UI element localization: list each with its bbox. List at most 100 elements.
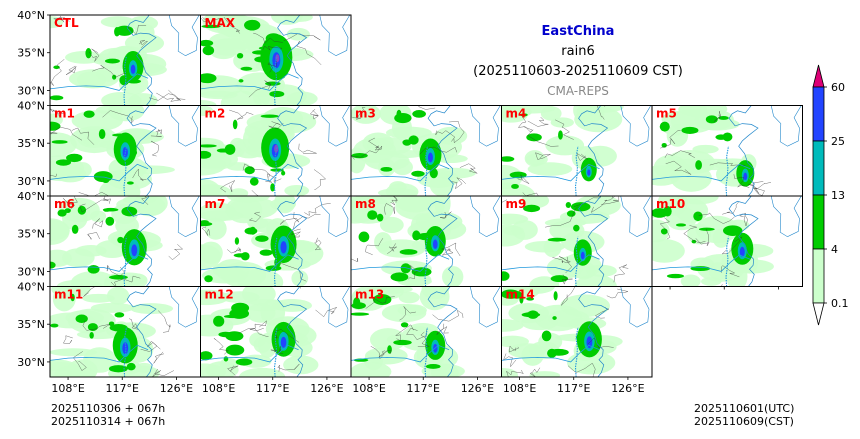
grand-canal: [123, 236, 128, 287]
lon-tick-label: 108°E: [202, 382, 235, 395]
rain-area-light: [419, 286, 450, 311]
rain-area-moderate: [411, 170, 425, 177]
rain-area-moderate: [565, 202, 572, 209]
member-label: m9: [506, 197, 527, 211]
korea-coastline: [469, 286, 501, 328]
province-border: [50, 126, 83, 141]
province-border: [265, 173, 282, 183]
lat-tick-label: 35°N: [17, 137, 45, 150]
rain-area-light: [73, 162, 92, 178]
rain-area-moderate: [526, 297, 535, 301]
rain-area-light: [291, 270, 309, 287]
map-panel-m5: m5: [651, 105, 803, 197]
province-border: [213, 338, 229, 355]
grand-canal: [273, 236, 278, 287]
province-border: [613, 264, 629, 283]
province-border: [590, 196, 615, 213]
rain-area-moderate: [50, 121, 61, 131]
rain-area-moderate: [523, 204, 541, 213]
rain-area-moderate: [259, 249, 273, 256]
colorbar-segment: [812, 248, 825, 304]
rain-area-light: [514, 286, 555, 295]
rain-core-very-heavy: [432, 239, 438, 249]
rain-area-light: [269, 198, 297, 211]
map-panel-m9: m9: [501, 195, 653, 287]
rain-area-light: [398, 291, 420, 304]
coastline: [126, 105, 157, 196]
province-border: [448, 121, 465, 144]
rain-area-moderate: [400, 322, 409, 328]
rain-area-moderate: [213, 315, 225, 327]
province-border: [50, 59, 65, 86]
rain-area-moderate: [281, 170, 286, 176]
map-panel-m13: m13 108°E 117°E 126°E: [350, 286, 502, 395]
yangtze-river: [501, 163, 600, 182]
rain-area-moderate: [126, 362, 136, 371]
rain-area-moderate: [663, 205, 672, 217]
grand-canal: [574, 327, 579, 377]
rain-area-light: [200, 289, 230, 306]
province-border: [248, 211, 261, 222]
rain-area-moderate: [102, 178, 110, 183]
rain-core-very-heavy: [280, 336, 287, 348]
member-label: m4: [506, 107, 527, 121]
lat-tick-label: 30°N: [17, 175, 45, 188]
province-border: [71, 127, 95, 145]
panel-frame: [501, 286, 653, 378]
province-border: [50, 173, 57, 177]
province-border: [315, 306, 338, 317]
rain-area-light: [82, 132, 101, 147]
rain-area-moderate: [358, 231, 370, 243]
province-border: [721, 265, 740, 278]
colorbar-level-label: 60: [831, 81, 845, 94]
rain-area-moderate: [200, 144, 217, 148]
rain-area-light: [429, 172, 455, 196]
rain-area-light: [501, 367, 519, 377]
province-border: [665, 160, 692, 175]
province-border: [399, 306, 416, 321]
yangtze-river: [501, 254, 600, 272]
rain-area-moderate: [265, 81, 281, 86]
korea-coastline: [168, 286, 200, 328]
colorbar-segment: [812, 194, 825, 250]
province-border: [408, 265, 418, 280]
rain-area-moderate: [224, 144, 236, 155]
rain-area-light: [247, 217, 269, 229]
yangtze-river: [200, 344, 299, 363]
yangtze-river: [351, 163, 450, 182]
rain-area-moderate: [66, 153, 83, 163]
map-panel-m11: m11 40°N 35°N 30°N 108°E 117°E 126°E: [17, 281, 201, 395]
province-border: [368, 137, 382, 151]
province-border: [140, 341, 161, 352]
coastline: [277, 196, 308, 287]
rain-core-very-heavy: [280, 241, 287, 254]
rain-area-light: [96, 65, 125, 82]
rain-area-light: [272, 298, 313, 312]
rain-area-light: [652, 239, 685, 263]
korea-coastline: [319, 105, 351, 147]
province-border: [152, 368, 174, 377]
rain-area-light: [700, 277, 722, 286]
coastline: [578, 286, 609, 377]
rain-area-light: [362, 132, 394, 155]
province-border: [508, 345, 519, 353]
province-border: [683, 225, 706, 244]
rain-area-moderate: [240, 66, 253, 71]
rain-area-moderate: [722, 132, 733, 142]
rain-area-light: [387, 149, 424, 159]
rain-area-moderate: [55, 159, 72, 166]
province-border: [304, 203, 331, 216]
rain-area-light: [75, 245, 107, 257]
rain-area-light: [50, 160, 78, 177]
province-border: [150, 128, 163, 137]
rain-area-moderate: [57, 209, 67, 217]
rain-area-moderate: [553, 291, 558, 301]
rain-area-moderate: [77, 205, 87, 215]
province-border: [92, 218, 104, 229]
rain-area-moderate: [412, 110, 426, 118]
province-border: [83, 286, 96, 297]
region-title: EastChina: [541, 24, 615, 39]
province-border: [552, 257, 571, 263]
